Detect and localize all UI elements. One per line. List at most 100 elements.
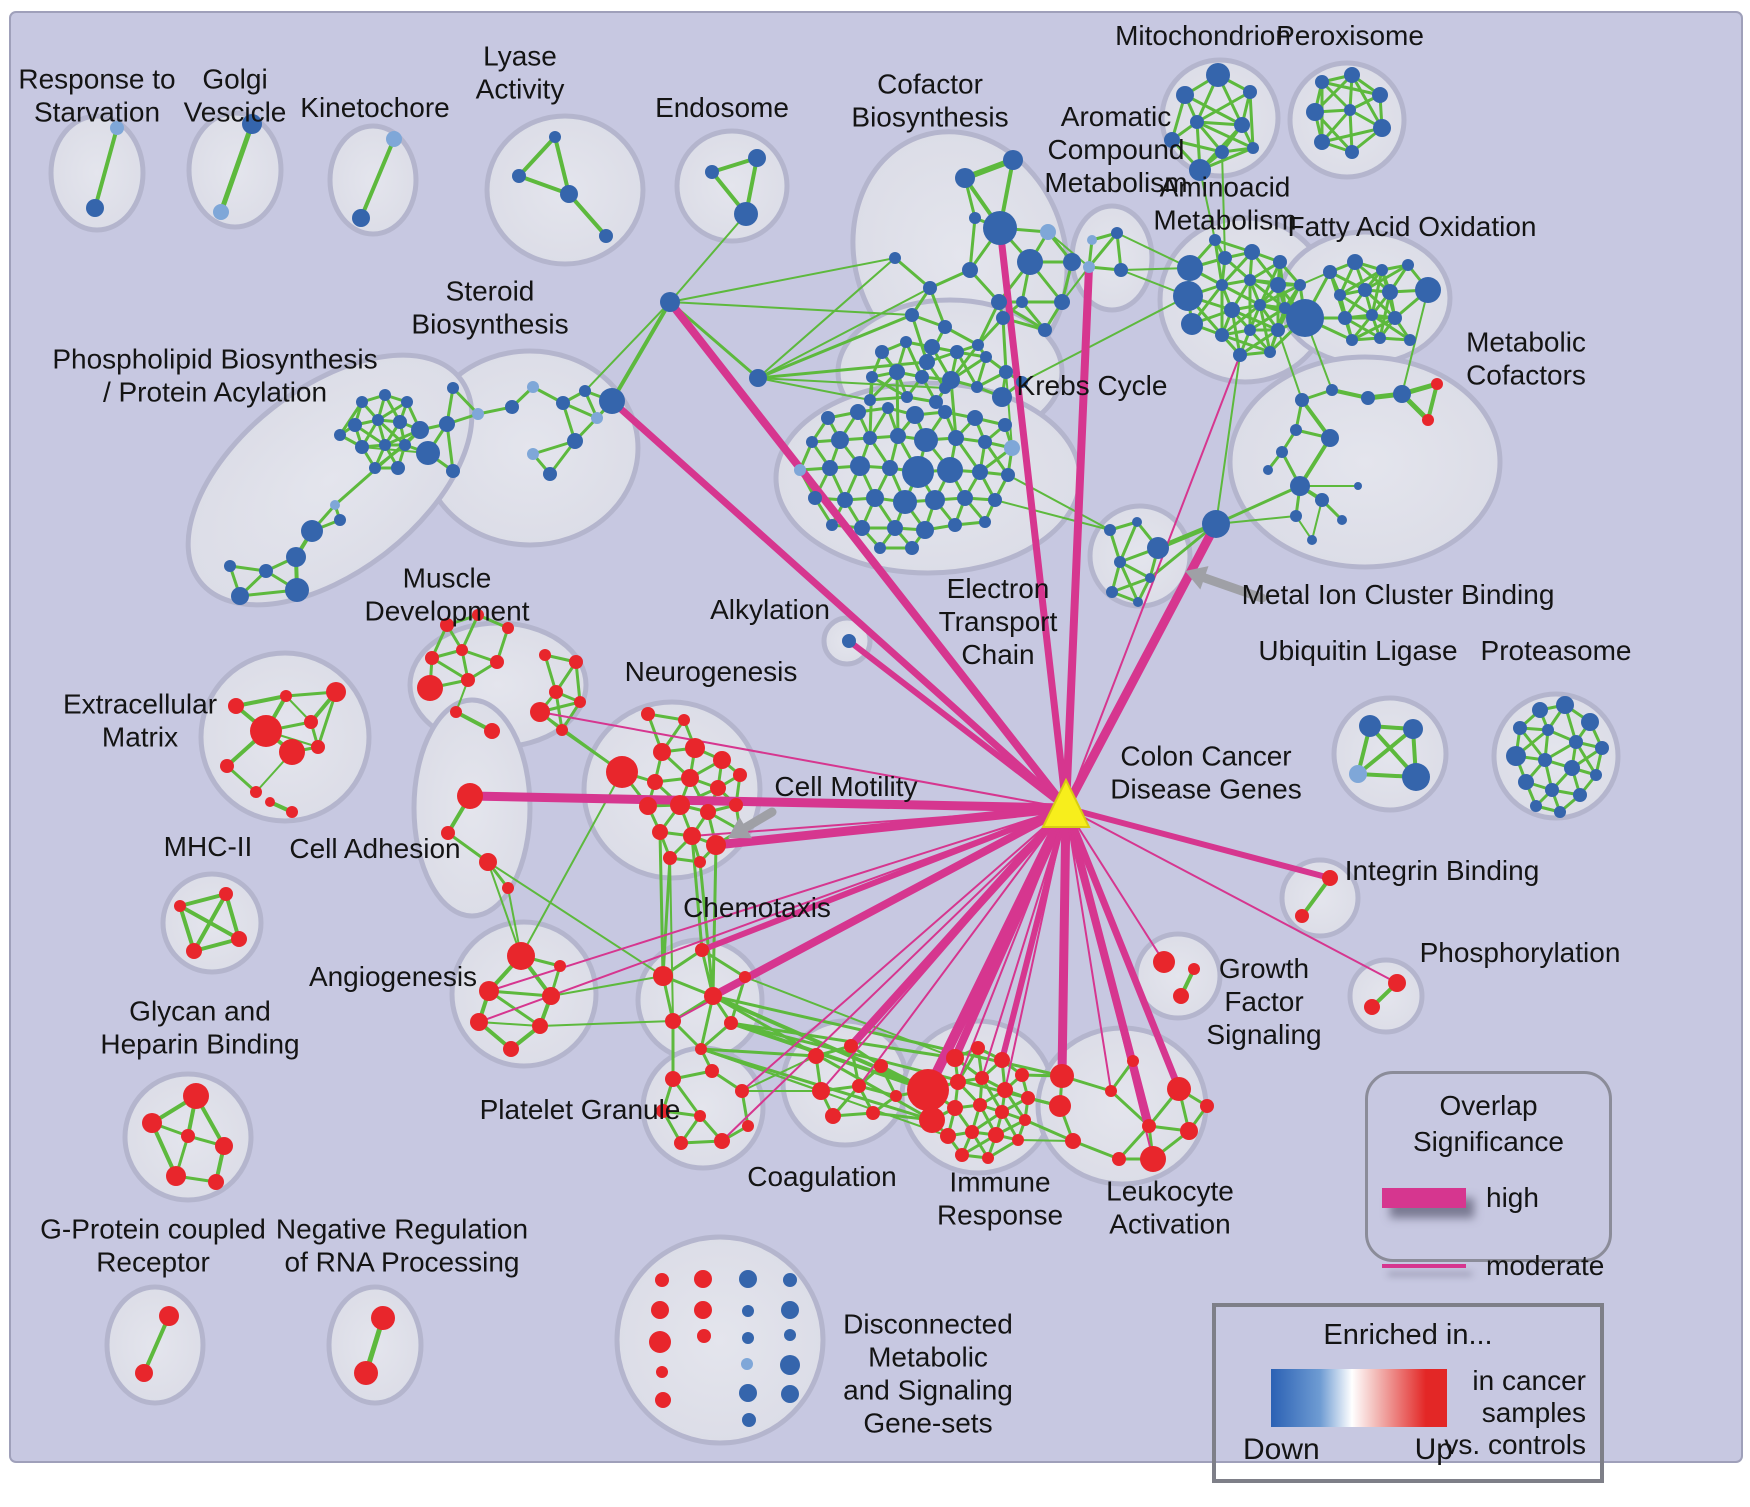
negative-regulation-rna-node: [354, 1361, 378, 1385]
overlap-edge-high: [666, 298, 1070, 812]
coagulation-node: [874, 1059, 888, 1073]
inter-cluster-edge: [661, 856, 672, 978]
peroxisome-node: [1344, 104, 1356, 116]
inter-cluster-edge: [757, 377, 871, 401]
bridge-nodes-node: [660, 292, 680, 312]
electron-transport-chain-node: [925, 490, 945, 510]
phosphorylation-node: [1364, 999, 1380, 1015]
muscle-development-node: [417, 675, 443, 701]
cofactor-biosynthesis-node: [1054, 294, 1070, 310]
mitochondrion-edge: [1170, 138, 1224, 154]
neurogenesis-node: [641, 707, 655, 721]
electron-transport-chain-node: [979, 516, 991, 528]
krebs-cycle-node: [1016, 376, 1028, 388]
response-to-starvation-edge: [93, 126, 119, 210]
leukocyte-activation-node: [1142, 1119, 1156, 1133]
platelet-granule-label: Platelet Granule: [480, 1094, 681, 1125]
aminoacid-metabolism-node: [1233, 348, 1247, 362]
electron-transport-chain-node: [850, 456, 870, 476]
inter-cluster-edge: [1005, 371, 1013, 449]
glycan-heparin-binding-node: [181, 1129, 195, 1143]
steroid-biosynthesis-node: [527, 381, 539, 393]
electron-transport-chain-node: [850, 404, 866, 420]
overlap-edge-high: [1063, 805, 1333, 881]
phospholipid-protein-acylation-node: [399, 439, 411, 451]
aminoacid-metabolism-node: [1244, 324, 1256, 336]
lyase-activity-node: [599, 229, 613, 243]
enrichment-gradient-bar: [1271, 1369, 1447, 1427]
immune-response-node: [946, 1049, 964, 1067]
fatty-acid-oxidation-node: [1334, 289, 1346, 301]
high-significance-swatch: [1382, 1188, 1466, 1208]
alkylation-label: Alkylation: [710, 594, 830, 625]
angiogenesis-node: [532, 1018, 548, 1034]
inter-cluster-edge: [584, 301, 671, 392]
inter-cluster-edge: [1023, 1118, 1075, 1143]
coagulation-node: [852, 1079, 866, 1093]
inter-cluster-edge: [487, 861, 664, 977]
metal-ion-cluster-binding-node: [1114, 556, 1126, 568]
overlap-edge-high: [999, 805, 1069, 1063]
ubiquitin-ligase-edge: [1356, 727, 1415, 776]
proteasome-node: [1581, 713, 1599, 731]
metabolic-cofactors-node: [1290, 510, 1302, 522]
electron-transport-chain-node: [794, 464, 806, 476]
metal-ion-pointer-head: [1185, 566, 1209, 590]
immune-response-node: [919, 1107, 945, 1133]
overlap-edge-high: [465, 791, 1071, 813]
overlap-edge-moderate: [957, 807, 1067, 1083]
peroxisome-node: [1315, 75, 1329, 89]
metabolic-cofactors-ellipse: [1227, 354, 1503, 570]
fatty-acid-oxidation-node: [1404, 334, 1416, 346]
krebs-cycle-node: [875, 345, 889, 359]
mitochondrion-label: Mitochondrion: [1115, 20, 1291, 51]
cell-adhesion-node: [457, 783, 483, 809]
cofactor-biosynthesis-node: [996, 311, 1010, 325]
muscle-development-node: [530, 702, 550, 722]
response-to-starvation-node: [86, 199, 104, 217]
peroxisome-edge: [1320, 126, 1384, 144]
krebs-cycle-edge: [868, 395, 909, 402]
phospholipid-protein-acylation-node: [334, 514, 346, 526]
kinetochore-node: [352, 209, 370, 227]
cell-adhesion-node: [441, 826, 455, 840]
phospholipid-protein-acylation-node: [411, 421, 429, 439]
neurogenesis-node: [670, 795, 690, 815]
chemotaxis-node: [739, 971, 751, 983]
aromatic-compound-metabolism-node: [1083, 261, 1095, 273]
metal-ion-cluster-binding-label: Metal Ion Cluster Binding: [1242, 579, 1555, 610]
metabolic-cofactors-node: [1263, 465, 1273, 475]
cofactor-biosynthesis-node: [1063, 253, 1081, 271]
neurogenesis-node: [652, 824, 668, 840]
immune-response-node: [965, 1125, 979, 1139]
inter-cluster-edge: [610, 300, 672, 403]
phospholipid-protein-acylation-node: [301, 520, 323, 542]
electron-transport-chain-node: [831, 431, 849, 449]
immune-response-node: [1015, 1068, 1029, 1082]
angiogenesis-node: [507, 942, 535, 970]
overlap-edge-moderate: [721, 807, 1067, 1142]
krebs-cycle-label: Krebs Cycle: [1017, 370, 1168, 401]
aromatic-compound-metabolism-label: Aromatic Compound Metabolism: [1044, 101, 1187, 198]
disconnected-gene-sets-node: [651, 1301, 669, 1319]
phospholipid-protein-acylation-node: [355, 440, 369, 454]
aminoacid-metabolism-node: [1218, 251, 1232, 265]
metabolic-cofactors-node: [1290, 424, 1302, 436]
mhc-ii-node: [174, 900, 186, 912]
phospholipid-protein-acylation-edge: [338, 400, 364, 437]
proteasome-node: [1518, 774, 1534, 790]
muscle-development-node: [456, 644, 468, 656]
overlap-edge-moderate: [691, 807, 1067, 837]
neurogenesis-node: [606, 756, 638, 788]
overlap-edge-moderate: [1065, 807, 1165, 963]
high-significance-label: high: [1486, 1182, 1539, 1213]
cofactor-biosynthesis-edge: [910, 313, 929, 364]
cell-motility-label: Cell Motility: [774, 771, 917, 802]
aminoacid-metabolism-node: [1271, 323, 1285, 337]
fatty-acid-oxidation-node: [1376, 264, 1388, 276]
coagulation-node: [808, 1048, 824, 1064]
overlap-edge-moderate: [1065, 807, 1112, 1092]
leukocyte-activation-node: [1050, 1064, 1074, 1088]
aminoacid-metabolism-node: [1294, 279, 1306, 291]
disconnected-gene-sets-node: [741, 1358, 753, 1370]
